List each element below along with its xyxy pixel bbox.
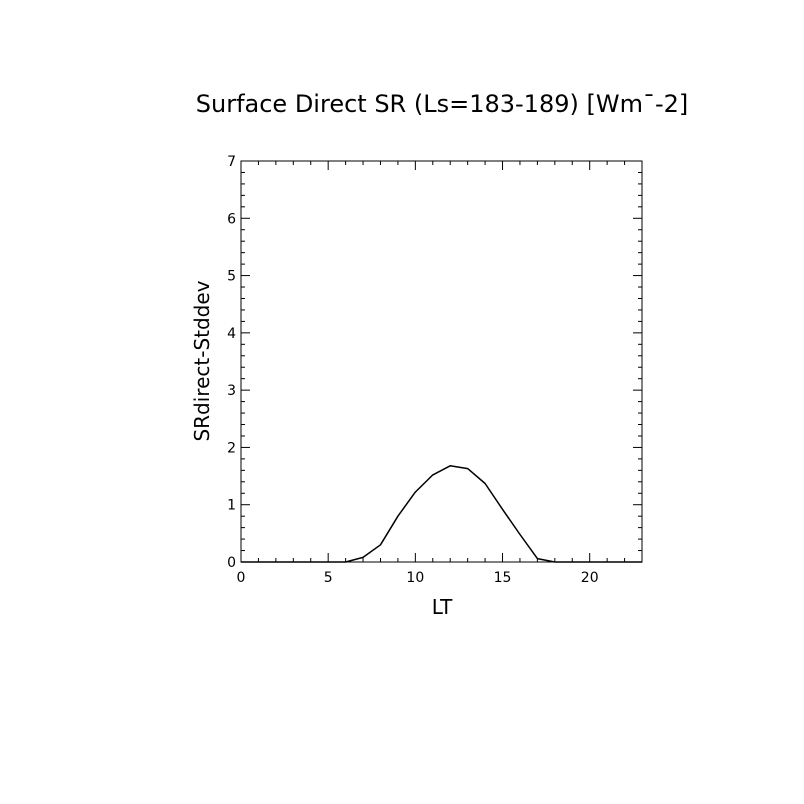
y-tick-label: 7 bbox=[227, 154, 236, 170]
x-tick-label: 10 bbox=[406, 570, 424, 586]
x-axis-label: LT bbox=[432, 595, 453, 619]
plot-frame bbox=[240, 160, 643, 563]
y-tick-label: 1 bbox=[227, 498, 236, 514]
y-tick-label: 3 bbox=[227, 383, 236, 399]
series-line bbox=[241, 465, 642, 563]
chart-title: Surface Direct SR (Ls=183-189) [Wm¯-2] bbox=[196, 90, 688, 118]
x-tick-label: 0 bbox=[237, 570, 246, 586]
x-tick-label: 15 bbox=[494, 570, 512, 586]
y-tick-label: 4 bbox=[227, 326, 236, 342]
x-tick-label: 20 bbox=[581, 570, 599, 586]
y-axis-label: SRdirect-Stddev bbox=[190, 280, 214, 441]
y-tick-label: 0 bbox=[227, 555, 236, 571]
y-tick-label: 6 bbox=[227, 211, 236, 227]
plot-area: 0 5 10 15 20 0 1 2 3 4 5 6 7 bbox=[227, 154, 643, 586]
x-tick-label: 5 bbox=[324, 570, 333, 586]
y-tick-label: 5 bbox=[227, 269, 236, 285]
y-tick-label: 2 bbox=[227, 440, 236, 456]
